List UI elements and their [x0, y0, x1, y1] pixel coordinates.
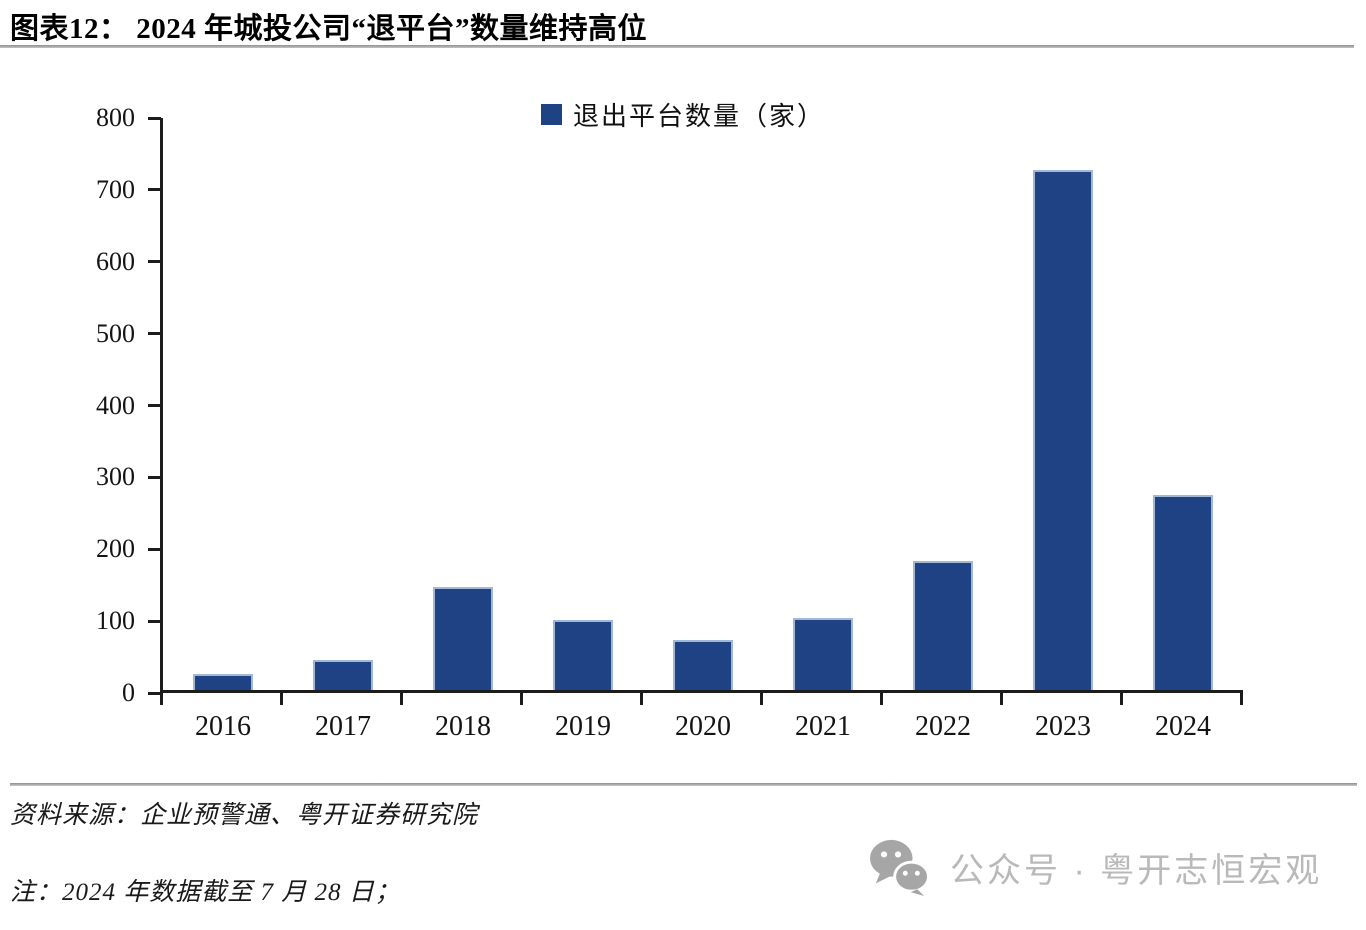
x-axis-label-2023: 2023 — [1035, 711, 1091, 742]
x-axis-tick-mark — [160, 691, 163, 705]
x-axis-label-2024: 2024 — [1155, 711, 1211, 742]
y-axis-tick-label: 600 — [96, 246, 135, 276]
y-axis-tick-label: 200 — [96, 534, 135, 564]
watermark-text: 公众号 · 粤开志恒宏观 — [950, 851, 1323, 890]
data-cutoff-note: 注：2024 年数据截至 7 月 28 日； — [10, 879, 401, 906]
bar-2024 — [1153, 495, 1213, 690]
y-axis-tick-label: 500 — [96, 318, 135, 348]
y-axis-tick-label: 400 — [96, 390, 135, 420]
y-axis-tick-mark — [148, 404, 161, 407]
x-axis-label-2022: 2022 — [915, 711, 971, 742]
footer-divider — [10, 783, 1357, 786]
y-axis-tick-mark — [148, 619, 161, 623]
x-axis-tick-mark — [400, 691, 403, 705]
bar-2020 — [673, 640, 733, 690]
bar-2023 — [1033, 170, 1093, 690]
x-axis-label-2020: 2020 — [675, 711, 731, 742]
y-axis-tick-label: 100 — [96, 606, 135, 636]
bar-2017 — [313, 660, 373, 690]
y-axis-tick-mark — [148, 547, 161, 551]
y-axis-tick-mark — [148, 332, 161, 336]
y-axis-tick-label: 700 — [96, 174, 135, 204]
bar-2016 — [193, 674, 253, 690]
plot-area — [160, 118, 1243, 693]
x-axis-tick-mark — [520, 691, 523, 705]
y-axis-tick-label: 300 — [96, 462, 135, 492]
wechat-icon — [870, 839, 930, 896]
figure-title: 图表12： 2024 年城投公司“退平台”数量维持高位 — [10, 13, 648, 45]
legend-swatch — [540, 103, 562, 125]
bar-2022 — [913, 561, 973, 690]
y-axis-tick-mark — [148, 188, 161, 192]
x-axis-tick-mark — [1120, 691, 1123, 705]
x-axis-tick-mark — [880, 691, 883, 705]
x-axis-tick-mark — [760, 691, 763, 705]
x-axis-label-2018: 2018 — [435, 711, 491, 742]
y-axis-tick-label: 800 — [96, 103, 135, 132]
y-axis-tick-mark — [148, 260, 161, 264]
y-axis-tick-mark — [148, 475, 161, 479]
x-axis-label-2019: 2019 — [555, 711, 611, 742]
x-axis-label-2017: 2017 — [315, 711, 371, 742]
x-axis-label-2016: 2016 — [195, 711, 251, 742]
x-axis-tick-mark — [1000, 691, 1003, 705]
source-note: 资料来源：企业预警通、粤开证券研究院 — [10, 802, 479, 829]
x-axis-tick-mark — [640, 691, 643, 705]
watermark: 公众号 · 粤开志恒宏观 — [868, 838, 1322, 896]
bar-2019 — [553, 620, 613, 690]
title-divider — [0, 45, 1354, 48]
legend-label: 退出平台数量（家） — [572, 101, 825, 131]
y-axis-tick-mark — [148, 691, 161, 695]
y-axis-tick-mark — [148, 116, 161, 120]
x-axis-tick-mark — [1240, 691, 1243, 705]
y-axis-tick-label: 0 — [122, 678, 135, 707]
bar-2018 — [433, 587, 493, 690]
bar-2021 — [793, 618, 853, 690]
x-axis-label-2021: 2021 — [795, 711, 851, 742]
x-axis-tick-mark — [280, 691, 283, 705]
chart-legend: 退出平台数量（家） — [0, 99, 1366, 131]
